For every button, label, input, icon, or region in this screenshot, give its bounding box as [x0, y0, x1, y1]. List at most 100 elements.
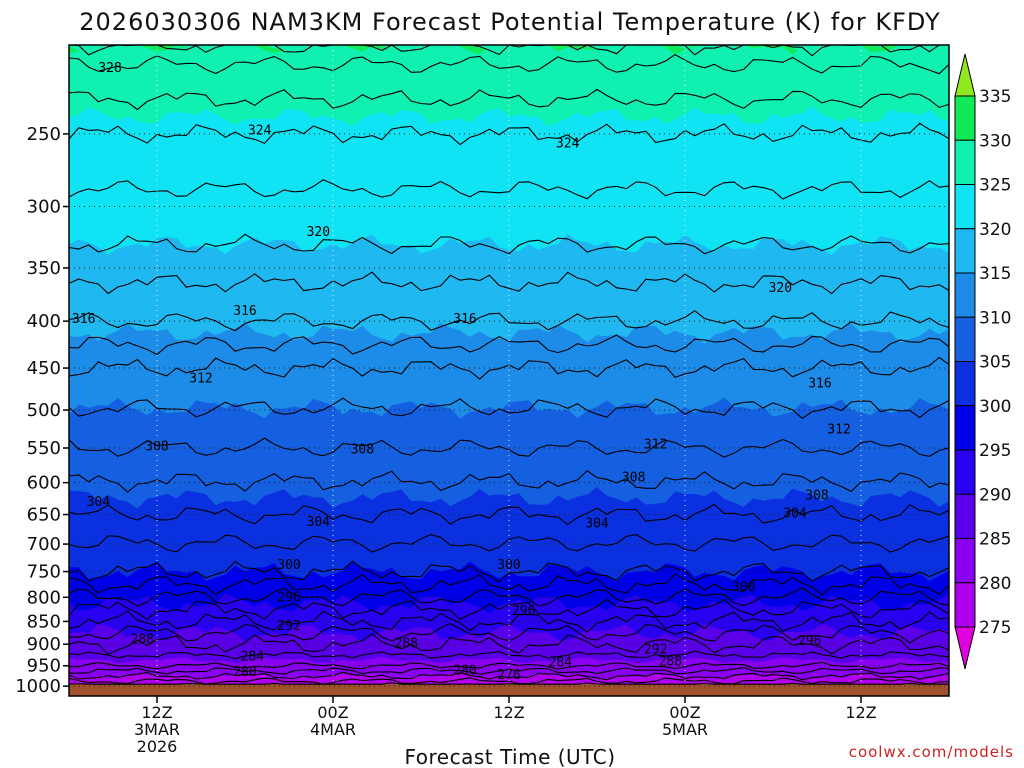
contour-302	[68, 533, 950, 553]
chart-title: 2026030306 NAM3KM Forecast Potential Tem…	[79, 8, 940, 36]
colorbar-label-295: 295	[979, 441, 1011, 461]
contour-294	[68, 598, 950, 621]
contour-label-288: 288	[131, 633, 154, 648]
contour-label-300: 300	[732, 580, 755, 595]
contour-label-324: 324	[248, 124, 272, 139]
contour-300	[68, 560, 950, 583]
y-tick-label-400: 400	[27, 311, 61, 332]
contour-314	[68, 334, 950, 356]
colorbar-label-275: 275	[979, 618, 1011, 638]
contour-304	[68, 503, 950, 526]
x-tick-label-42-line1: 00Z	[669, 703, 700, 722]
contour-label-312: 312	[644, 437, 667, 452]
colorbar-lower-triangle	[954, 626, 976, 670]
contour-label-288: 288	[395, 636, 418, 651]
contour-label-304: 304	[783, 506, 807, 521]
y-tick-label-300: 300	[27, 197, 61, 218]
contour-320	[68, 233, 950, 255]
x-tick-label-54-line1: 12Z	[845, 703, 876, 722]
x-tick-label-6-line1: 12Z	[141, 703, 172, 722]
x-tick-label-42-line2: 5MAR	[662, 720, 708, 739]
contour-label-312: 312	[827, 422, 850, 437]
contour-label-292: 292	[277, 619, 300, 634]
contour-298	[68, 573, 950, 596]
contour-label-292: 292	[644, 642, 667, 657]
contour-318	[68, 271, 950, 295]
contour-label-296: 296	[277, 590, 300, 605]
colorbar-label-330: 330	[979, 131, 1011, 151]
y-tick-label-550: 550	[27, 438, 61, 459]
contour-label-304: 304	[87, 495, 111, 510]
contour-label-284: 284	[549, 655, 573, 670]
colorbar: 335 330 325 320 315 310 305 300 295 290 285 280 275	[954, 53, 1011, 670]
contour-label-284: 284	[241, 649, 265, 664]
colorbar-block-295	[954, 449, 976, 495]
contour-label-288: 288	[659, 655, 682, 670]
y-tick-label-800: 800	[27, 587, 61, 608]
contour-label-300: 300	[497, 558, 520, 573]
credit-link[interactable]: coolwx.com/models	[849, 743, 1014, 761]
x-tick-label-18-line1: 00Z	[317, 703, 348, 722]
y-tick-label-900: 900	[27, 634, 61, 655]
contour-324	[68, 122, 950, 146]
contour-label-308: 308	[351, 442, 374, 457]
colorbar-block-310	[954, 316, 976, 362]
contour-label-316: 316	[808, 377, 831, 392]
colorbar-block-285	[954, 538, 976, 584]
x-tick-label-6-line2: 3MAR	[134, 720, 180, 739]
y-tick-label-500: 500	[27, 400, 61, 421]
y-tick-label-950: 950	[27, 656, 61, 677]
colorbar-block-320	[954, 228, 976, 274]
contour-label-316: 316	[233, 304, 256, 319]
colorbar-label-290: 290	[979, 485, 1011, 505]
contour-326	[68, 88, 950, 111]
contour-276	[68, 682, 949, 685]
colorbar-block-315	[954, 272, 976, 318]
contour-label-304: 304	[307, 515, 331, 530]
colorbar-block-280	[954, 582, 976, 628]
contour-label-304: 304	[585, 517, 609, 532]
colorbar-label-285: 285	[979, 530, 1011, 550]
contour-label-276: 276	[497, 668, 520, 683]
y-tick-label-700: 700	[27, 534, 61, 555]
contour-278	[68, 677, 950, 685]
colorbar-block-330	[954, 139, 976, 185]
contour-labels: 328 324 324 320 320 316 316 316 316 312 312 312 308 3…	[72, 61, 851, 683]
contour-label-316: 316	[453, 312, 476, 327]
y-tick-label-450: 450	[27, 358, 61, 379]
y-tick-label-750: 750	[27, 562, 61, 583]
colorbar-label-325: 325	[979, 176, 1011, 196]
y-tick-label-600: 600	[27, 473, 61, 494]
x-tick-label-6-line3: 2026	[137, 737, 178, 756]
contour-316	[68, 310, 950, 332]
y-tick-label-350: 350	[27, 258, 61, 279]
contour-label-312: 312	[189, 372, 212, 387]
contour-label-308: 308	[145, 440, 168, 455]
contour-label-328: 328	[98, 61, 121, 76]
y-tick-label-850: 850	[27, 611, 61, 632]
grid-lines	[69, 45, 949, 687]
colorbar-label-305: 305	[979, 353, 1011, 373]
contour-282	[68, 667, 950, 675]
contour-label-308: 308	[622, 470, 645, 485]
contour-label-308: 308	[805, 489, 828, 504]
ground-layer	[69, 684, 949, 696]
colorbar-block-300	[954, 405, 976, 451]
x-tick-label-18-line2: 4MAR	[310, 720, 356, 739]
colorbar-label-320: 320	[979, 220, 1011, 240]
contour-label-296: 296	[512, 604, 535, 619]
contour-label-300: 300	[277, 558, 300, 573]
y-tick-label-250: 250	[27, 124, 61, 145]
colorbar-label-280: 280	[979, 574, 1011, 594]
contour-322	[68, 179, 950, 200]
colorbar-block-290	[954, 493, 976, 539]
x-axis-label: Forecast Time (UTC)	[404, 745, 615, 768]
contour-308	[68, 437, 950, 458]
colorbar-block-325	[954, 184, 976, 230]
contour-328	[68, 54, 950, 75]
contour-280	[68, 671, 950, 681]
y-tick-label-1000: 1000	[15, 676, 61, 697]
contour-label-280: 280	[453, 664, 476, 679]
x-tick-label-30-line1: 12Z	[493, 703, 524, 722]
